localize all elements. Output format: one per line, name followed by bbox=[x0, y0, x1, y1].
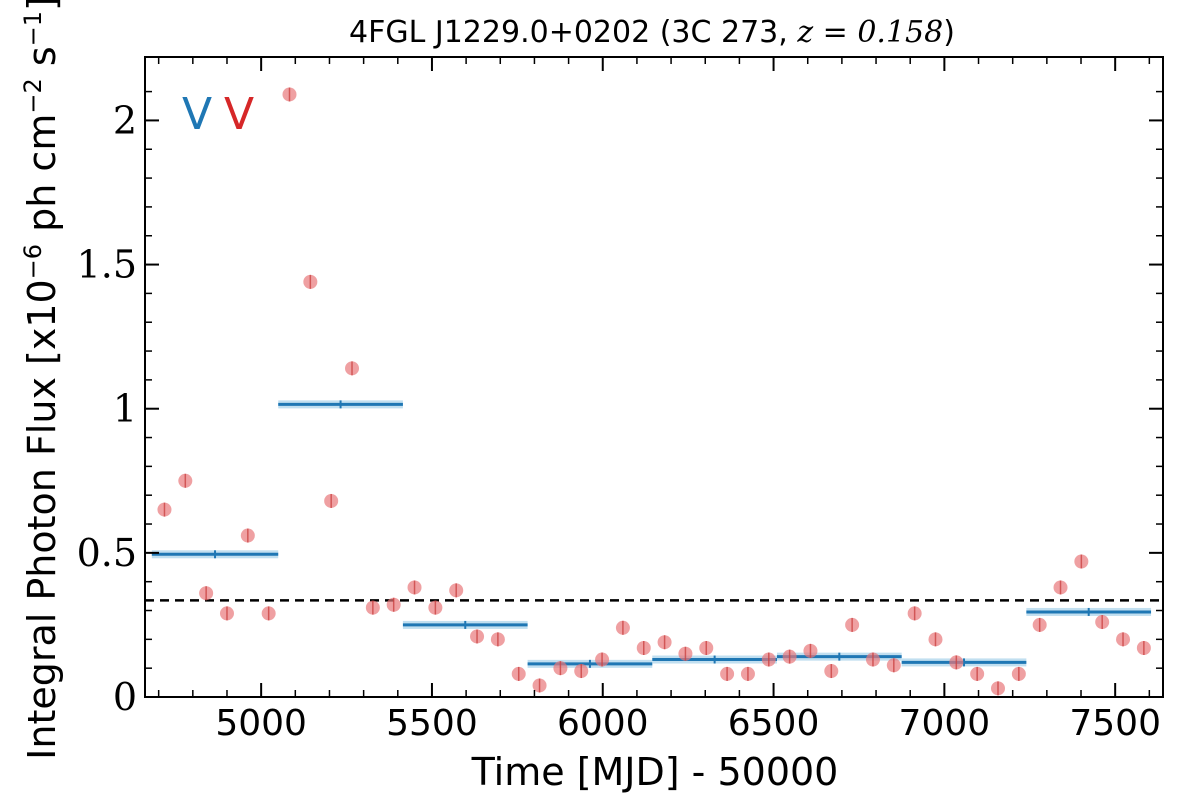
x-tick-label: 5000 bbox=[215, 703, 307, 744]
y-axis-label-close: ] bbox=[20, 0, 64, 11]
x-tick-label: 6500 bbox=[728, 703, 820, 744]
y-axis-label-part3: s bbox=[20, 46, 64, 78]
y-axis-label-part1: Integral Photon Flux [x10 bbox=[20, 279, 64, 760]
x-tick-label: 7500 bbox=[1069, 703, 1161, 744]
y-tick-label: 0 bbox=[113, 675, 137, 719]
y-axis-label: Integral Photon Flux [x10−6 ph cm−2 s−1] bbox=[19, 0, 64, 760]
plot-area: V V 5000 5500 6000 6500 7000 7500 0 0.5 1 1.5 2 bbox=[77, 56, 1164, 744]
y-tick-label: 2 bbox=[113, 98, 137, 142]
chart-title-main: 4FGL J1229.0+0202 (3C 273, bbox=[349, 15, 797, 50]
y-tick-label: 1.5 bbox=[77, 243, 137, 287]
x-tick-label: 7000 bbox=[899, 703, 991, 744]
plot-frame bbox=[144, 56, 1164, 698]
y-axis-label-exp1: −6 bbox=[19, 244, 47, 279]
x-tick-label: 5500 bbox=[386, 703, 478, 744]
y-tick-label: 0.5 bbox=[77, 531, 137, 575]
variability-marker-blue: V bbox=[182, 89, 212, 140]
y-axis-label-part2: ph cm bbox=[20, 114, 64, 244]
y-axis-label-exp2: −2 bbox=[19, 78, 47, 113]
chart-title: 4FGL J1229.0+0202 (3C 273, z = 0.158) bbox=[349, 15, 955, 50]
x-axis-label: Time [MJD] - 50000 bbox=[471, 750, 839, 794]
variability-marker-red: V bbox=[224, 89, 254, 140]
y-axis-label-exp3: −1 bbox=[19, 11, 47, 46]
y-tick-label: 1 bbox=[113, 387, 137, 431]
x-tick-label: 6000 bbox=[557, 703, 649, 744]
chart-title-redshift: z = 0.158 bbox=[796, 15, 943, 50]
chart-title-close: ) bbox=[943, 15, 955, 50]
